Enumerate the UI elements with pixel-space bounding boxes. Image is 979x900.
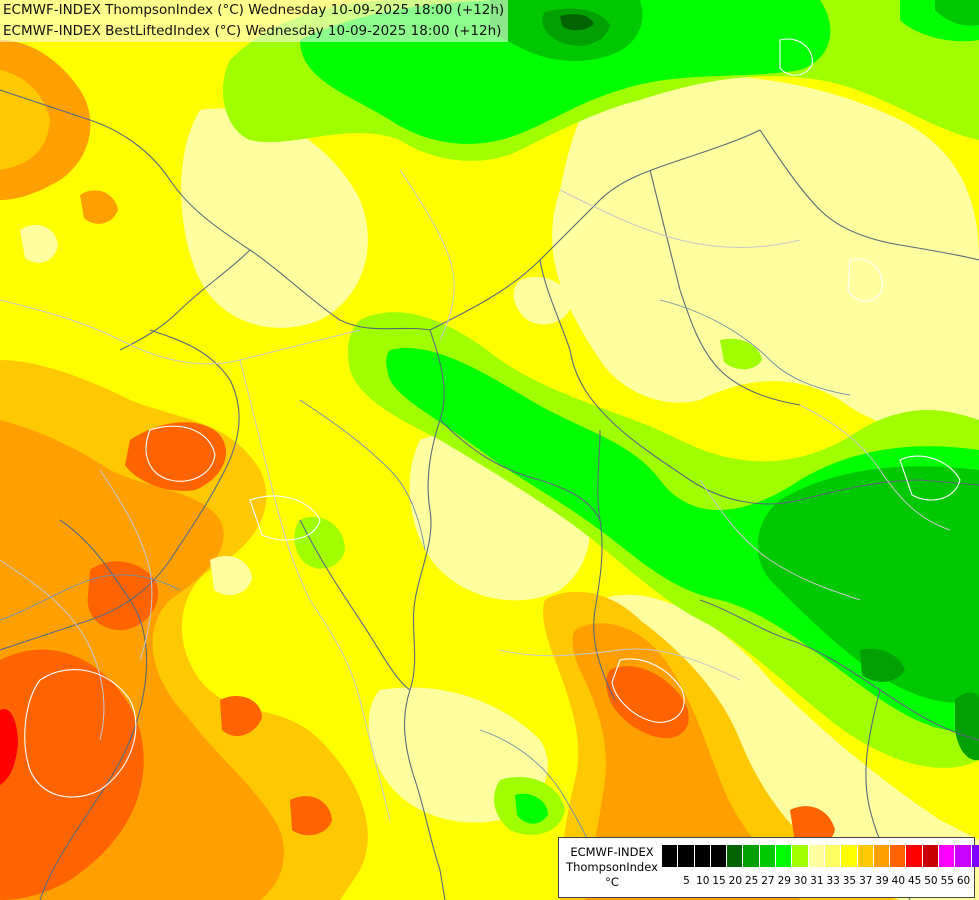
orange-blob-mid-west — [125, 422, 226, 491]
orange-region-nw-inner — [0, 70, 50, 170]
legend-tick-label: 37 — [859, 875, 873, 887]
green-band-central-dark — [860, 648, 905, 682]
legend-swatch — [694, 845, 711, 867]
light-yellow-region-nw — [181, 108, 368, 328]
legend-tick-label: 55 — [940, 875, 954, 887]
green-region-north-darkest — [560, 14, 594, 31]
light-yellow-blob-west — [20, 225, 58, 263]
legend-tick-label: 33 — [826, 875, 840, 887]
legend-parameter: ThompsonIndex — [566, 860, 658, 874]
legend-swatch — [792, 845, 809, 867]
orange-blob-nw-small — [80, 190, 118, 224]
green-patch-mid — [720, 338, 762, 370]
green-band-central-dark-2 — [955, 692, 979, 761]
green-region-ne-core — [935, 0, 979, 26]
legend-swatch — [922, 845, 940, 867]
legend-tick-label: 45 — [907, 875, 922, 887]
title-thompson-index: ECMWF-INDEX ThompsonIndex (°C) Wednesday… — [3, 2, 505, 18]
green-band-central-core — [757, 466, 979, 703]
orange-blob-south-2 — [220, 696, 262, 737]
legend-label: ECMWF-INDEX ThompsonIndex °C — [563, 845, 661, 890]
color-legend: ECMWF-INDEX ThompsonIndex °C 5 10 15 20 25 27… — [558, 837, 979, 898]
legend-tick-label: 40 — [891, 875, 906, 887]
title-best-lifted-index: ECMWF-INDEX BestLiftedIndex (°C) Wednesd… — [3, 23, 502, 39]
legend-tick-label: 50 — [924, 875, 938, 887]
legend-swatch — [759, 845, 777, 867]
orange-blob-sw — [87, 561, 159, 631]
legend-swatch — [710, 845, 728, 867]
legend-tick-label: 5 — [683, 875, 690, 887]
legend-swatch — [678, 845, 695, 867]
legend-swatch — [662, 845, 679, 867]
legend-swatch — [939, 845, 956, 867]
green-patch-west — [294, 516, 345, 569]
legend-tick-label: 15 — [712, 875, 726, 887]
legend-tick-label: 39 — [875, 875, 889, 887]
map-title: ECMWF-INDEX ThompsonIndex (°C) Wednesday… — [0, 0, 509, 42]
lifted-index-contours — [24, 38, 961, 798]
legend-tick-label: 10 — [696, 875, 710, 887]
legend-tick-label: 31 — [810, 875, 824, 887]
legend-swatch — [743, 845, 760, 867]
legend-tick-label: 25 — [744, 875, 759, 887]
legend-swatch — [808, 845, 825, 867]
legend-swatch — [841, 845, 858, 867]
legend-tick-label: 30 — [793, 875, 808, 887]
legend-swatch — [776, 845, 793, 867]
legend-swatch — [971, 845, 979, 867]
legend-tick-label: 20 — [728, 875, 743, 887]
orange-region-west-red — [0, 649, 144, 900]
legend-tick-label: 60 — [956, 875, 971, 887]
legend-swatch — [824, 845, 842, 867]
light-yellow-blob-mid — [210, 556, 252, 596]
admin-borders — [0, 169, 951, 821]
light-yellow-region-ne — [552, 75, 979, 431]
legend-swatch — [890, 845, 907, 867]
legend-tick-label: 35 — [842, 875, 857, 887]
legend-swatch — [955, 845, 972, 867]
red-orange-blob-se — [606, 666, 689, 739]
legend-swatch — [857, 845, 874, 867]
legend-tick-label: 27 — [761, 875, 775, 887]
light-yellow-blob-n — [513, 276, 572, 325]
legend-swatch — [727, 845, 744, 867]
legend-model: ECMWF-INDEX — [570, 845, 654, 859]
legend-tick-label: 29 — [777, 875, 791, 887]
legend-unit: °C — [605, 875, 619, 889]
legend-swatches — [662, 845, 979, 867]
legend-swatch — [906, 845, 923, 867]
orange-blob-south — [290, 796, 332, 836]
legend-swatch — [873, 845, 891, 867]
green-patch-south-inner — [515, 793, 548, 824]
red-blob-west-edge — [0, 709, 18, 785]
